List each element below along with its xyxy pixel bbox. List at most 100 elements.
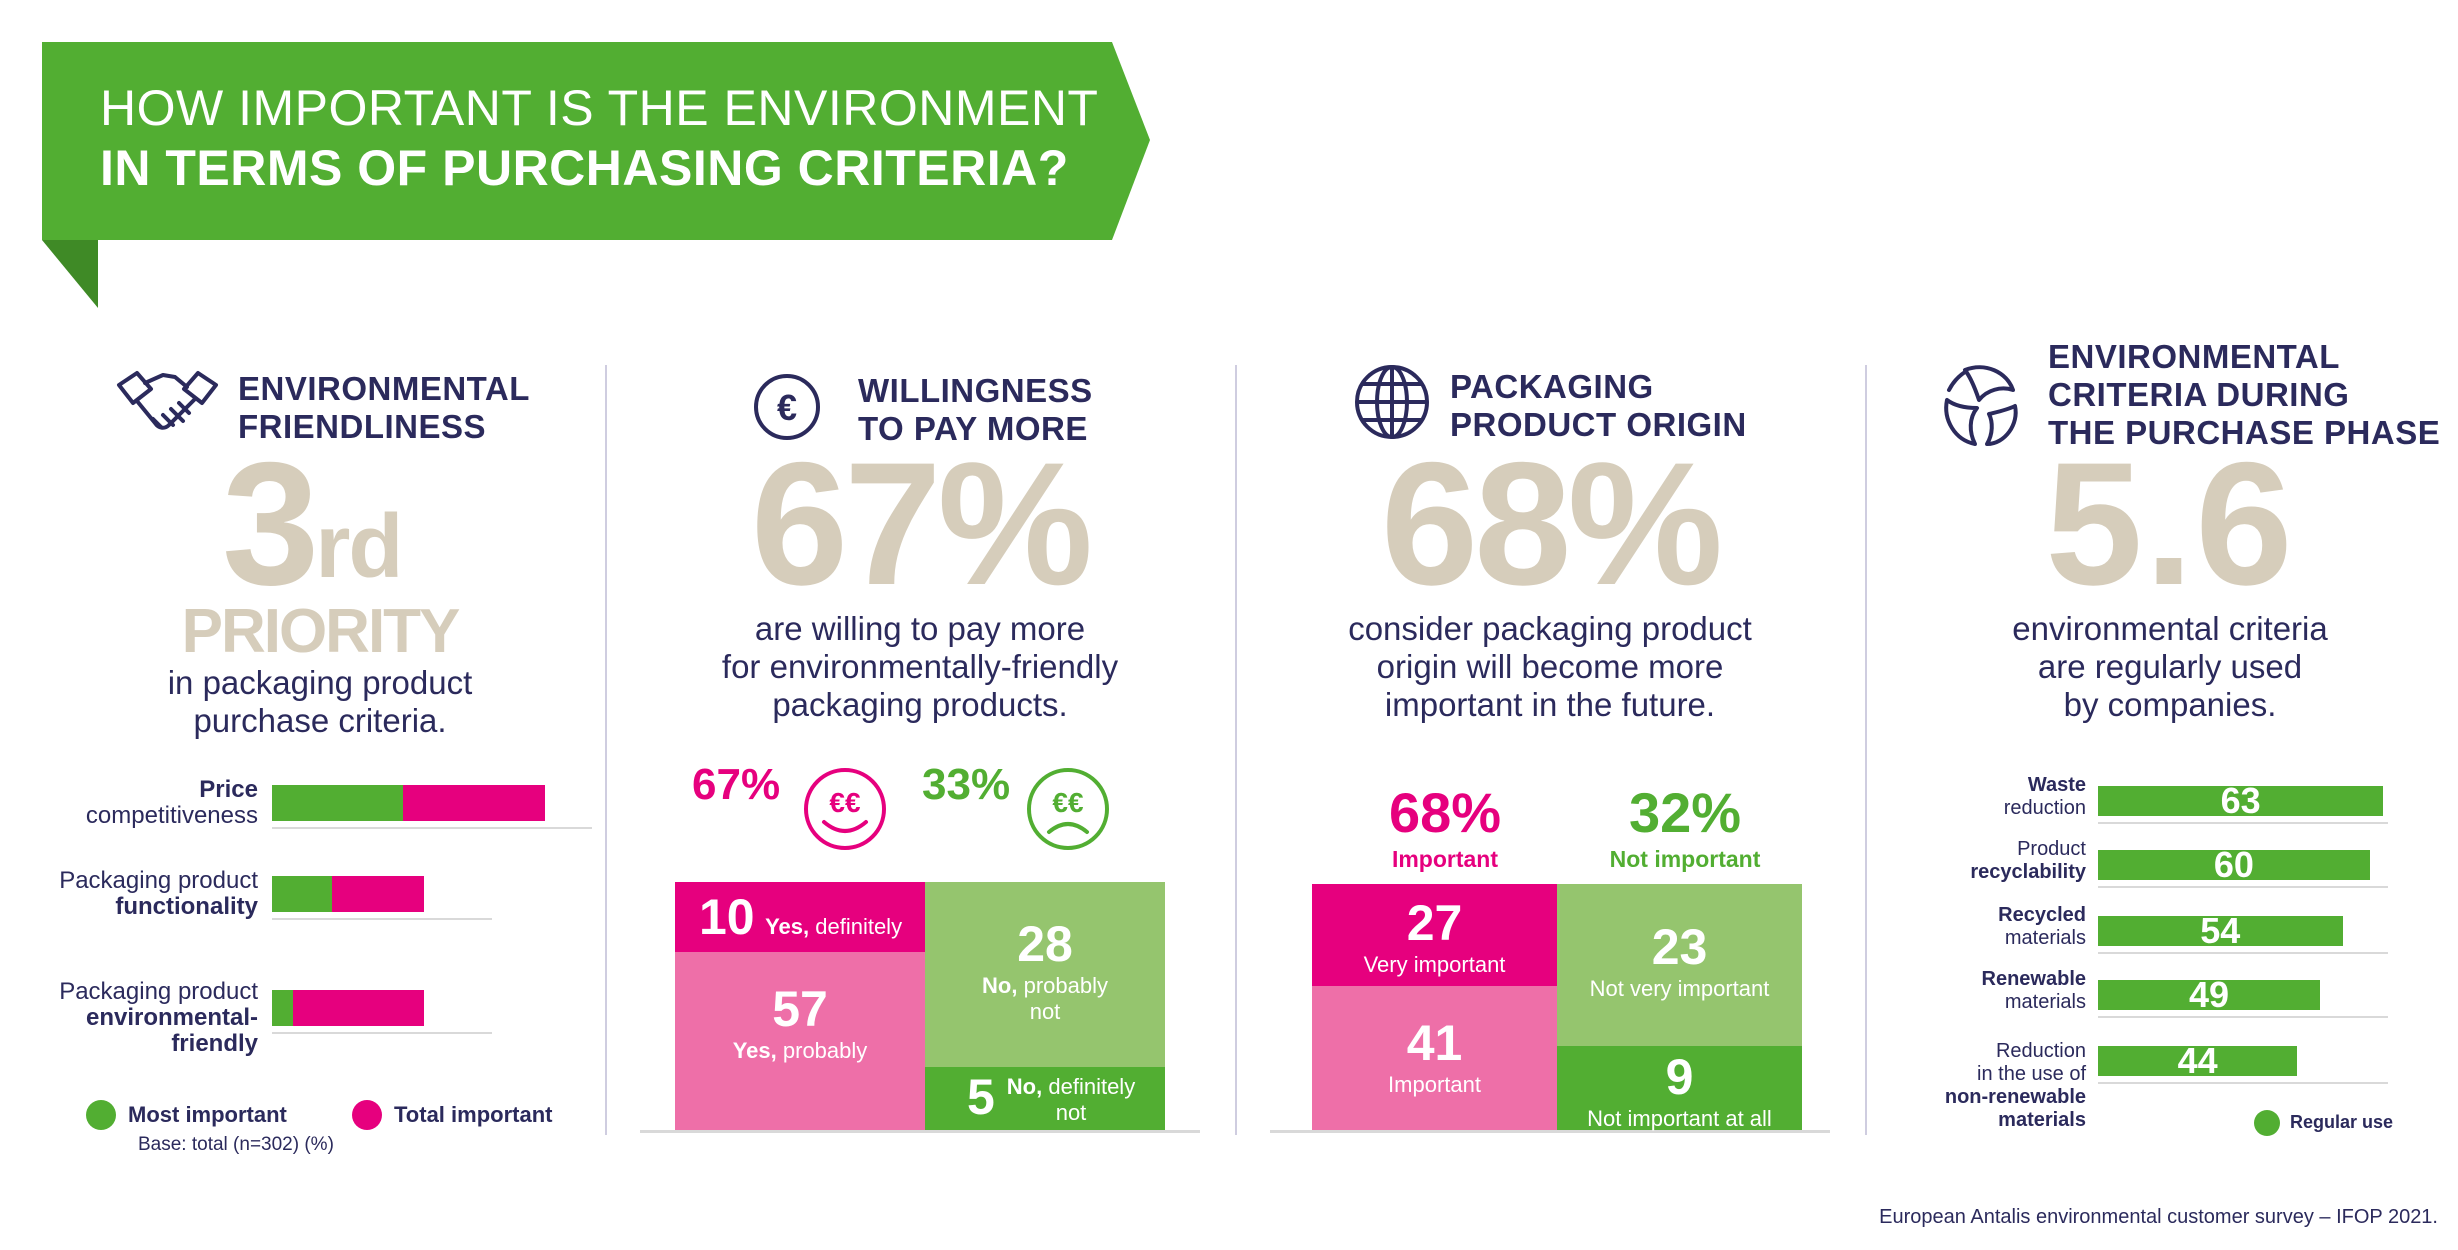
section1-big-value: 3rd [222,437,403,612]
criteria-row-label: Product recyclability [1900,838,2086,884]
section3-desc-line1: consider packaging product [1348,610,1752,647]
section1-heading-line2: FRIENDLINESS [238,408,487,445]
bar-total-important [402,785,545,821]
bar-regular-use [2098,980,2320,1010]
bar-regular-use [2098,916,2343,946]
section2-heading: WILLINGNESS TO PAY MORE [858,372,1093,448]
box-very-text: 27 Very important [1312,894,1557,978]
handshake-icon [117,371,218,430]
criteria-row-label-line: Recycled [1998,904,2086,926]
criteria-row-label: Waste reduction [1900,774,2086,820]
box-notvery-label: Not very important [1589,976,1770,1001]
section3-heading: PACKAGING PRODUCT ORIGIN [1450,368,1747,444]
criteria-row-label-line: in the use of [1977,1063,2086,1085]
criteria-row-baseline [2098,822,2388,824]
box-notall-text: 9 Not important at all [1557,1048,1802,1132]
box-no-prob-text: 28 No, probably not [925,915,1165,1025]
s2-baseline [640,1130,1200,1133]
section4-heading: ENVIRONMENTAL CRITERIA DURING THE PURCHA… [2048,338,2440,452]
sad-face-icon: €€ [1027,768,1109,850]
big-value-suffix: rd [315,497,403,597]
big-value-number: 3 [222,427,319,622]
box-very-label: Very important [1363,952,1506,977]
criteria-row-label-line: materials [2004,927,2086,949]
priority-row-label: Packaging product environmental-friendly [20,979,258,1057]
box-notvery-num: 23 [1651,919,1708,975]
legend-regular-label: Regular use [2290,1112,2394,1132]
section4-desc-line2: are regularly used [2037,648,2303,685]
box-notvery-text: 23 Not very important [1557,918,1802,1002]
box-notall-label: Not important at all [1587,1106,1772,1131]
box-very-num: 27 [1406,895,1463,951]
section2-heading-line1: WILLINGNESS [858,372,1093,409]
header-banner [42,42,1150,308]
section2-desc-line1: are willing to pay more [754,610,1086,647]
box-not-important-at-all [1557,1046,1802,1132]
svg-text:€: € [777,387,797,428]
box-yes-definitely [675,882,925,952]
priority-row-label-line: Price [199,776,258,803]
legend-most-dot [86,1100,116,1130]
box-no-probably [925,882,1165,1067]
pct-important-label: Important [1391,846,1499,872]
criteria-row-label-line: Product [2017,838,2086,860]
bar-total-important [332,876,425,912]
page-title: HOW IMPORTANT IS THE ENVIRONMENT IN TERM… [100,78,1098,198]
box-yes-prob-num: 57 [772,981,828,1037]
box-no-def-num: 5 [967,1069,995,1125]
divider-3 [1865,365,1867,1135]
bar-value-label: 54 [2200,910,2241,951]
pct-important: 68% [1388,781,1502,844]
section3-big-value: 68% [1380,427,1723,622]
pct-not-willing: 33% [922,760,1011,809]
box-no-def-label2: not [1055,1100,1087,1125]
svg-text:€€: €€ [829,787,861,818]
box-important [1312,986,1557,1132]
box-yes-prob-label: probably [776,1038,868,1063]
euro-coin-icon: € [754,374,820,440]
s3-baseline [1270,1130,1830,1133]
box-no-prob-num: 28 [1017,916,1073,972]
box-imp-num: 41 [1406,1015,1463,1071]
box-no-prob-label2: not [1029,999,1061,1024]
bar-regular-use [2098,1046,2298,1076]
section1-desc: in packaging product purchase criteria. [100,664,540,740]
legend-total-dot [352,1100,382,1130]
bar-regular-use [2098,786,2384,816]
priority-row-label: Price competitiveness [20,777,258,829]
box-yes-probably [675,952,925,1132]
priority-row-baseline [272,1032,492,1034]
criteria-row-label: Recycled materials [1900,904,2086,950]
box-yes-def-num: 10 [699,889,755,945]
svg-text:€€: €€ [1052,787,1084,818]
box-no-prob-label-bold: No, [982,973,1018,998]
bar-value-label: 63 [2220,780,2261,821]
section1-priority: PRIORITY [181,597,461,666]
criteria-row-baseline [2098,1082,2388,1084]
priority-row-label-line: functionality [115,893,258,920]
section4-desc: environmental criteria are regularly use… [1930,610,2410,724]
box-yes-def-label: definitely [809,914,903,939]
section2-desc: are willing to pay more for environmenta… [670,610,1170,724]
bar-value-label: 60 [2213,844,2254,885]
criteria-row-baseline [2098,1016,2388,1018]
source-note: European Antalis environmental customer … [1879,1206,2438,1228]
section4-heading-line1: ENVIRONMENTAL [2048,338,2340,375]
bar-value-label: 44 [2177,1040,2218,1081]
bar-most-important [272,876,333,912]
section3-heading-line2: PRODUCT ORIGIN [1450,406,1747,443]
section3-desc-line2: origin will become more [1376,648,1724,685]
section4-heading-line3: THE PURCHASE PHASE [2048,414,2441,451]
pct-not-important-label: Not important [1609,846,1761,872]
criteria-row-label-line: non-renewable [1944,1086,2086,1108]
bar-most-important [272,990,294,1026]
priority-row-baseline [272,827,592,829]
criteria-row-label: Reduction in the use of non-renewable mater… [1900,1040,2086,1132]
criteria-row-label-line: materials [1998,1109,2086,1131]
legend-regular-dot [2254,1110,2280,1136]
criteria-row-label-line: materials [2004,991,2086,1013]
legend-most-label: Most important [128,1102,287,1127]
box-imp-text: 41 Important [1312,1014,1557,1098]
leaves-cycle-icon [1944,365,2018,446]
section3-desc: consider packaging product origin will b… [1300,610,1800,724]
